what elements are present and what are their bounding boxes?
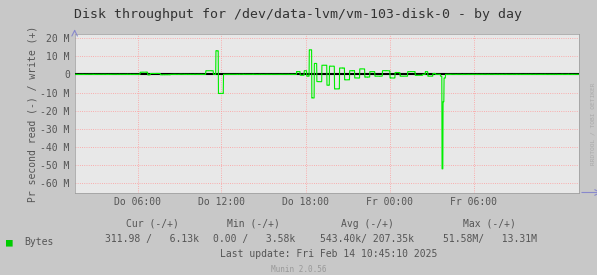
Text: Max (-/+): Max (-/+) (463, 219, 516, 229)
Text: Avg (-/+): Avg (-/+) (341, 219, 393, 229)
Text: Last update: Fri Feb 14 10:45:10 2025: Last update: Fri Feb 14 10:45:10 2025 (220, 249, 437, 259)
Text: Disk throughput for /dev/data-lvm/vm-103-disk-0 - by day: Disk throughput for /dev/data-lvm/vm-103… (75, 8, 522, 21)
Y-axis label: Pr second read (-) / write (+): Pr second read (-) / write (+) (27, 25, 38, 202)
Text: 543.40k/ 207.35k: 543.40k/ 207.35k (320, 234, 414, 244)
Text: 0.00 /   3.58k: 0.00 / 3.58k (213, 234, 295, 244)
Text: Min (-/+): Min (-/+) (227, 219, 280, 229)
Text: ■: ■ (6, 237, 13, 247)
Text: 51.58M/   13.31M: 51.58M/ 13.31M (442, 234, 537, 244)
Text: Cur (-/+): Cur (-/+) (126, 219, 179, 229)
Text: Munin 2.0.56: Munin 2.0.56 (271, 265, 326, 274)
Text: RRDTOOL / TOBI OETIKER: RRDTOOL / TOBI OETIKER (591, 82, 596, 165)
Text: 311.98 /   6.13k: 311.98 / 6.13k (105, 234, 199, 244)
Text: Bytes: Bytes (24, 237, 53, 247)
